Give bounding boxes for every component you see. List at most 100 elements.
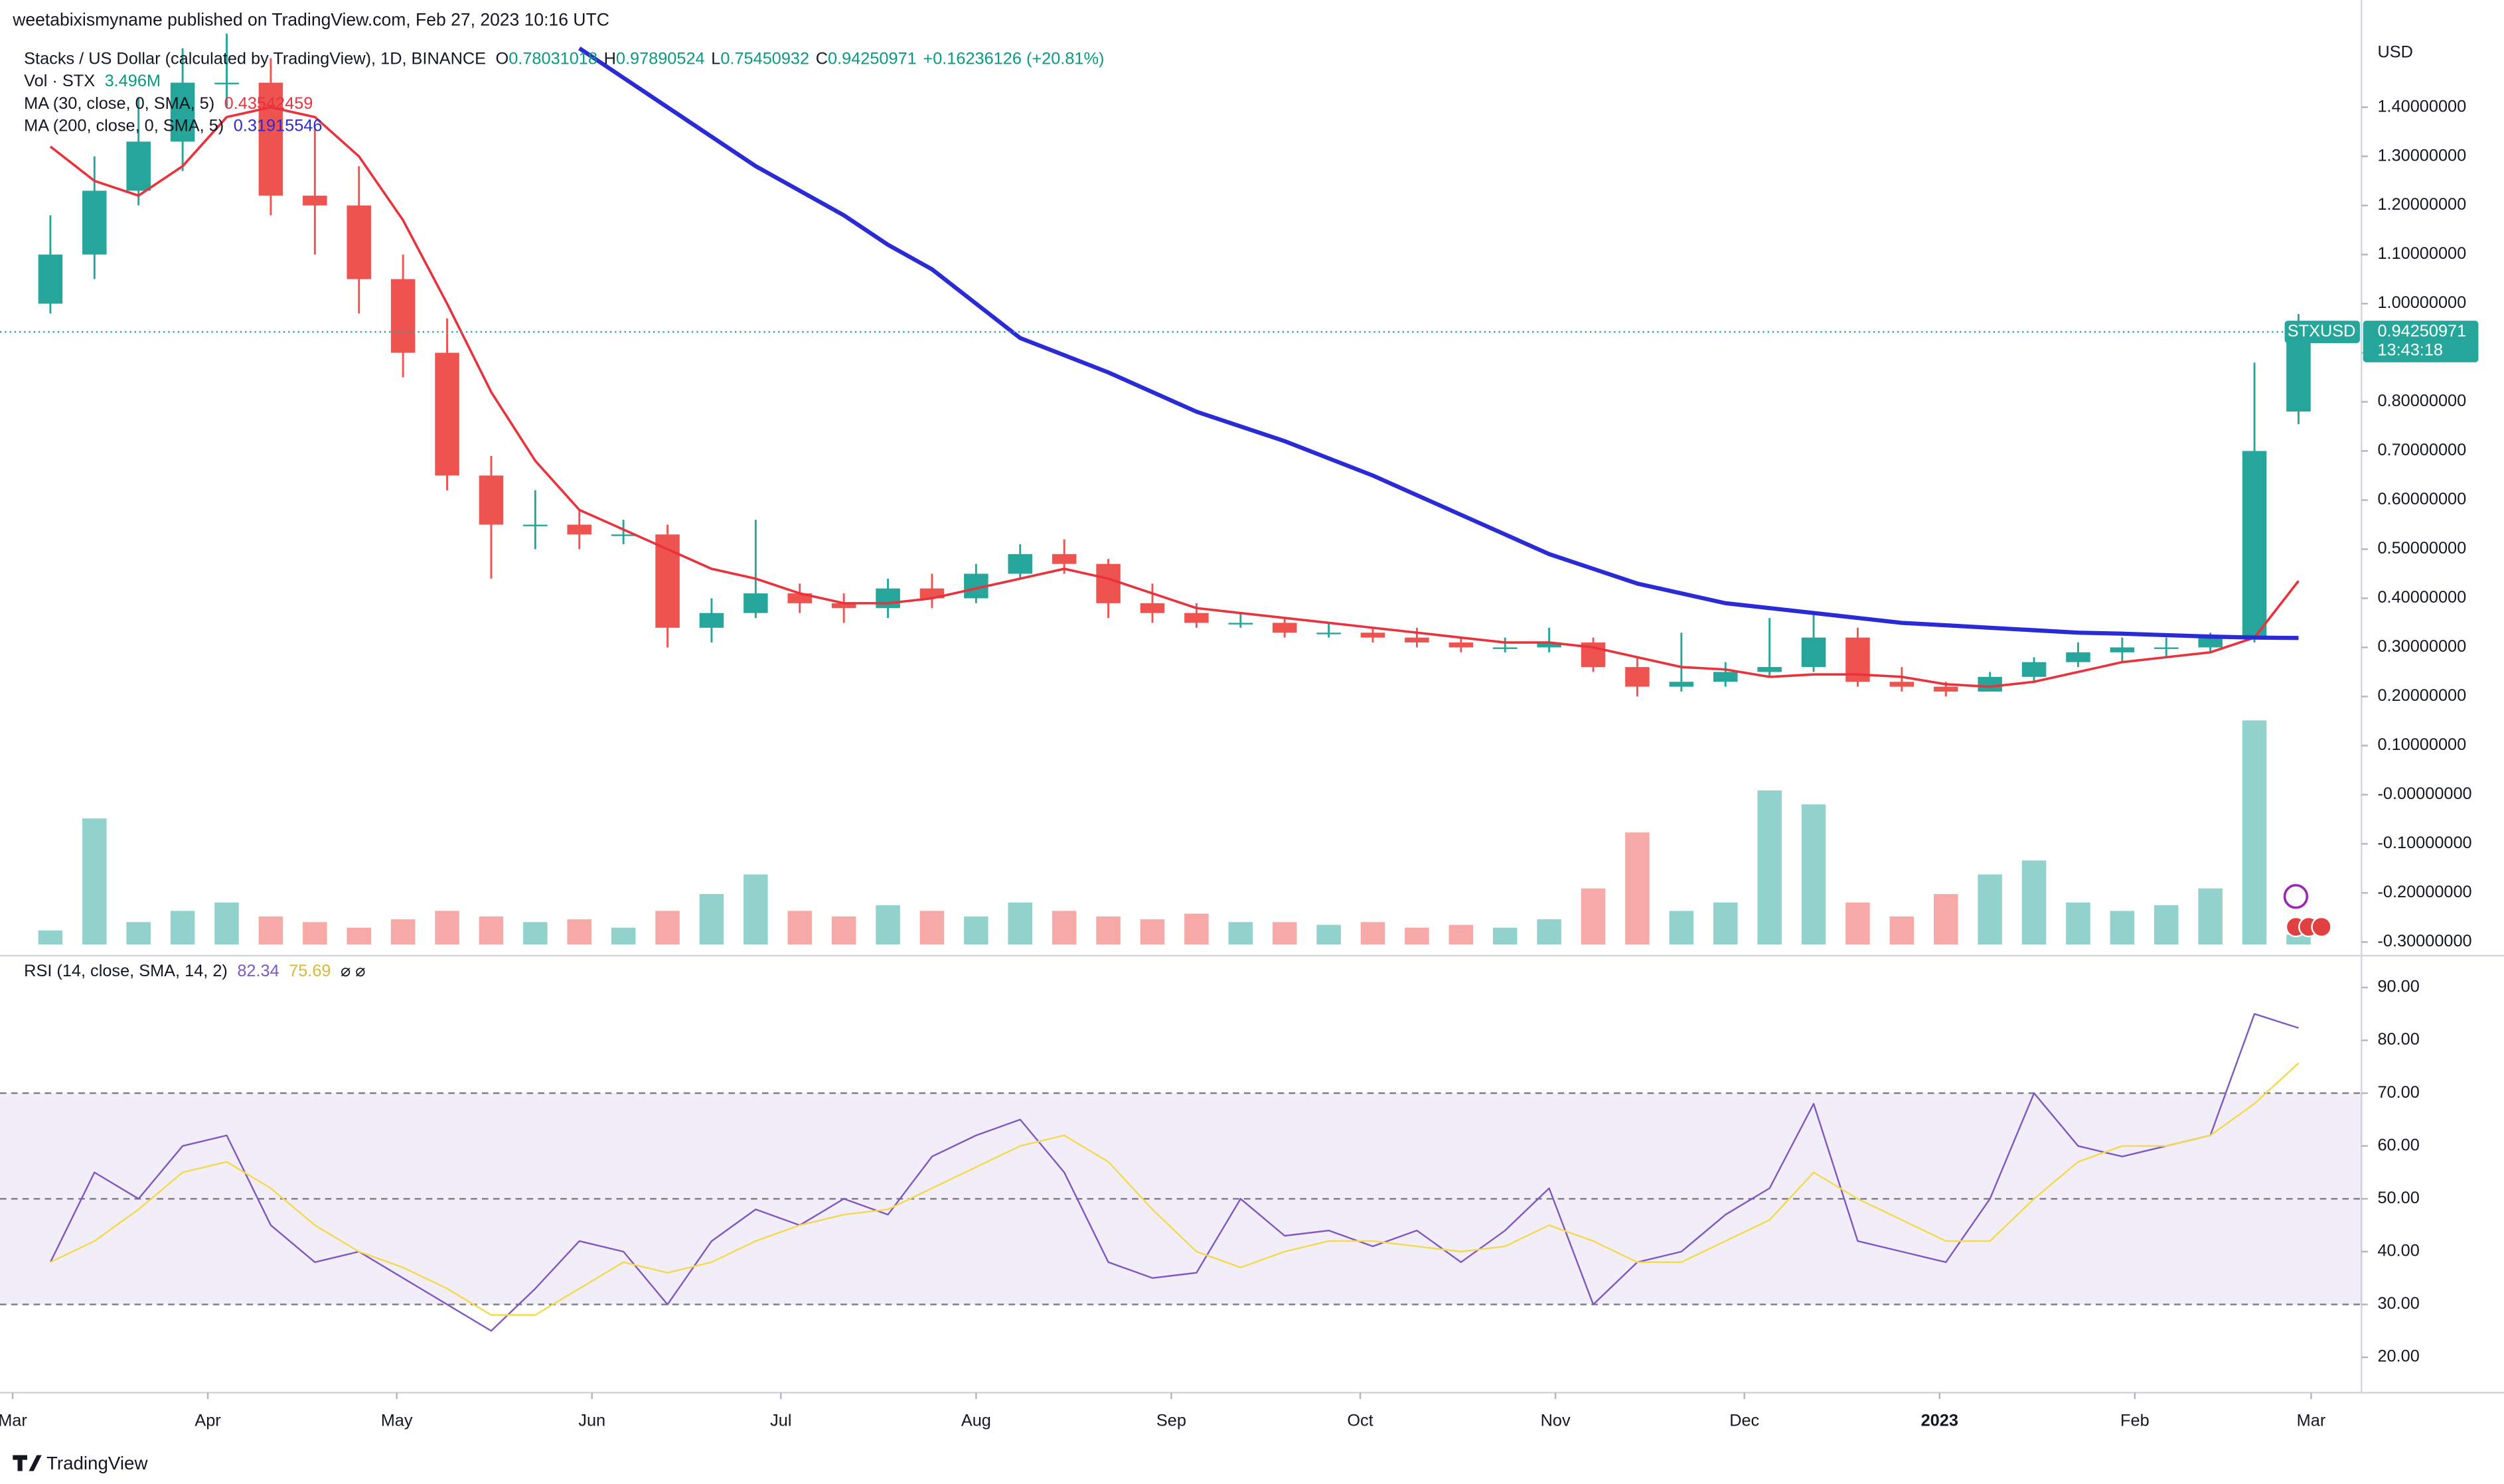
y-tick-label: 0.80000000 xyxy=(2377,392,2466,410)
volume-bar xyxy=(1052,911,1077,945)
y-tick-label: 1.10000000 xyxy=(2377,244,2466,263)
candle-body xyxy=(567,524,591,535)
y-tick-label: 0.70000000 xyxy=(2377,441,2466,459)
volume-bar xyxy=(1669,911,1694,945)
volume-bar xyxy=(1096,916,1121,945)
candle-body xyxy=(170,82,195,142)
candle-body xyxy=(1140,603,1165,613)
y-tick-label: 0.60000000 xyxy=(2377,490,2466,508)
volume-bar xyxy=(1801,804,1826,945)
candle-body xyxy=(611,534,636,536)
y-tick-label: 1.00000000 xyxy=(2377,293,2466,312)
candle-body xyxy=(82,190,107,255)
candle-body xyxy=(1492,647,1518,649)
y-tick-label: 0.40000000 xyxy=(2377,588,2466,607)
candle-body xyxy=(2110,647,2135,652)
candle-body xyxy=(2286,332,2311,412)
y-tick-label: 60.00 xyxy=(2377,1136,2419,1154)
x-tick-label: May xyxy=(381,1411,413,1430)
volume-bar xyxy=(38,930,63,945)
volume-bar xyxy=(2066,902,2090,945)
y-tick-label: 1.40000000 xyxy=(2377,97,2466,115)
candle-body xyxy=(1713,672,1738,682)
candle-body xyxy=(699,613,724,628)
volume-bar xyxy=(919,911,945,945)
y-tick-label: 1.20000000 xyxy=(2377,195,2466,214)
x-tick-label: Apr xyxy=(195,1411,221,1430)
high-value: 0.97890524 xyxy=(616,49,705,68)
candle-body xyxy=(1801,637,1826,668)
series-line xyxy=(49,1013,2299,1332)
volume-bar xyxy=(2242,720,2267,945)
ma200-legend: MA (200, close, 0, SMA, 5) 0.31915546 xyxy=(24,116,322,135)
volume-bar xyxy=(1008,902,1033,945)
rsi-ma-value: 75.69 xyxy=(289,962,331,980)
ohlc-label: C xyxy=(816,49,828,68)
candle-body xyxy=(347,205,371,279)
brand-logo xyxy=(13,1455,42,1471)
candle-body xyxy=(1228,623,1253,625)
volume-bar xyxy=(1978,874,2002,945)
y-tick-label: 20.00 xyxy=(2377,1347,2419,1366)
volume-bar xyxy=(567,919,591,945)
series-line xyxy=(578,46,2299,640)
volume-bar xyxy=(1184,913,1209,945)
volume-bar xyxy=(831,916,856,945)
symbol-legend: Stacks / US Dollar (calculated by Tradin… xyxy=(24,49,1104,68)
y-tick-label: -0.10000000 xyxy=(2377,834,2471,852)
ohlc-label: H xyxy=(604,49,616,68)
volume-bar xyxy=(258,916,283,945)
volume-bar xyxy=(1272,922,1297,945)
x-tick-label: Sep xyxy=(1156,1411,1186,1430)
x-tick-label: 2023 xyxy=(1921,1411,1958,1430)
currency: USD xyxy=(2377,42,2412,61)
y-tick-label: 70.00 xyxy=(2377,1083,2419,1102)
y-tick-label: 90.00 xyxy=(2377,978,2419,996)
candle-body xyxy=(1184,613,1209,623)
last-price-box xyxy=(2363,321,2479,362)
volume-bar xyxy=(435,911,459,945)
candle-body xyxy=(1448,642,1474,648)
candle-body xyxy=(1272,623,1297,633)
ohlc-label: O xyxy=(496,49,509,68)
volume-bar xyxy=(1492,927,1518,945)
candle-body xyxy=(2198,637,2223,648)
x-tick-label: Jul xyxy=(770,1411,791,1430)
candle-body xyxy=(1052,554,1077,564)
last-price-label: 0.94250971 xyxy=(2377,322,2466,340)
candle-body xyxy=(303,195,327,206)
low-value: 0.75450932 xyxy=(720,49,809,68)
candle-body xyxy=(1537,642,1561,648)
candle-body xyxy=(1933,686,1958,692)
candle-body xyxy=(258,82,283,196)
countdown: 13:43:18 xyxy=(2377,341,2443,360)
y-tick-label: 0.20000000 xyxy=(2377,686,2466,705)
symbol: Stacks / US Dollar (calculated by Tradin… xyxy=(24,49,486,68)
y-tick-label: -0.00000000 xyxy=(2377,784,2471,803)
x-tick-label: Aug xyxy=(961,1411,991,1430)
candle-body xyxy=(1978,676,2002,692)
close-value: 0.94250971 xyxy=(828,49,917,68)
volume-bar xyxy=(2198,888,2223,945)
candle-body xyxy=(2154,647,2179,649)
volume-bar xyxy=(126,922,151,945)
volume-bar xyxy=(1845,902,1870,945)
ma30-legend: MA (30, close, 0, SMA, 5) 0.43542459 xyxy=(24,94,313,113)
volume-bar xyxy=(1889,916,1915,945)
volume-bar xyxy=(2021,860,2047,945)
candle-body xyxy=(1360,632,1385,638)
rsi-legend: RSI (14, close, SMA, 14, 2) 82.34 75.69 ⌀ ⌀ xyxy=(24,962,365,980)
open-value: 0.78031018 xyxy=(509,49,597,68)
ma200-value: 0.31915546 xyxy=(234,116,323,135)
volume-bar xyxy=(655,911,680,945)
candle-body xyxy=(1096,563,1121,603)
volume-value: 3.496M xyxy=(105,72,161,90)
volume-bar xyxy=(82,818,107,945)
x-tick-label: Nov xyxy=(1541,1411,1571,1430)
candle-body xyxy=(523,524,548,526)
candle-body xyxy=(1008,554,1033,574)
y-tick-label: 0.10000000 xyxy=(2377,735,2466,754)
volume-bar xyxy=(1448,925,1474,945)
